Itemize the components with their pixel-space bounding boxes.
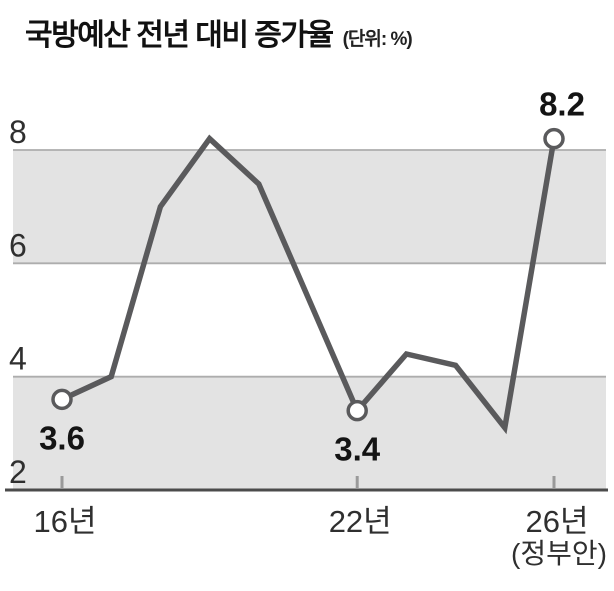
chart-header: 국방예산 전년 대비 증가율 (단위: %) [25,10,604,54]
x-tick-label: 22년 [329,504,392,539]
plot-band [13,376,606,490]
data-point-marker [346,399,368,422]
x-tick-sublabel: (정부안) [511,538,607,569]
x-tick-label: 16년 [33,504,96,539]
data-point-label: 3.4 [334,431,381,468]
data-point-label: 8.2 [539,86,585,123]
y-tick-label: 8 [9,114,27,150]
data-point-marker [543,127,565,150]
plot-band [13,150,606,264]
unit-label: (단위: %) [342,29,413,50]
chart-title: 국방예산 전년 대비 증가율 [25,19,334,52]
y-tick-label: 6 [9,227,27,263]
y-tick-label: 4 [9,341,27,377]
data-point-marker [51,388,73,411]
x-tick-label: 26년 [525,504,588,539]
y-tick-label: 2 [9,454,27,490]
data-point-label: 3.6 [39,419,85,456]
data-line [60,134,557,435]
